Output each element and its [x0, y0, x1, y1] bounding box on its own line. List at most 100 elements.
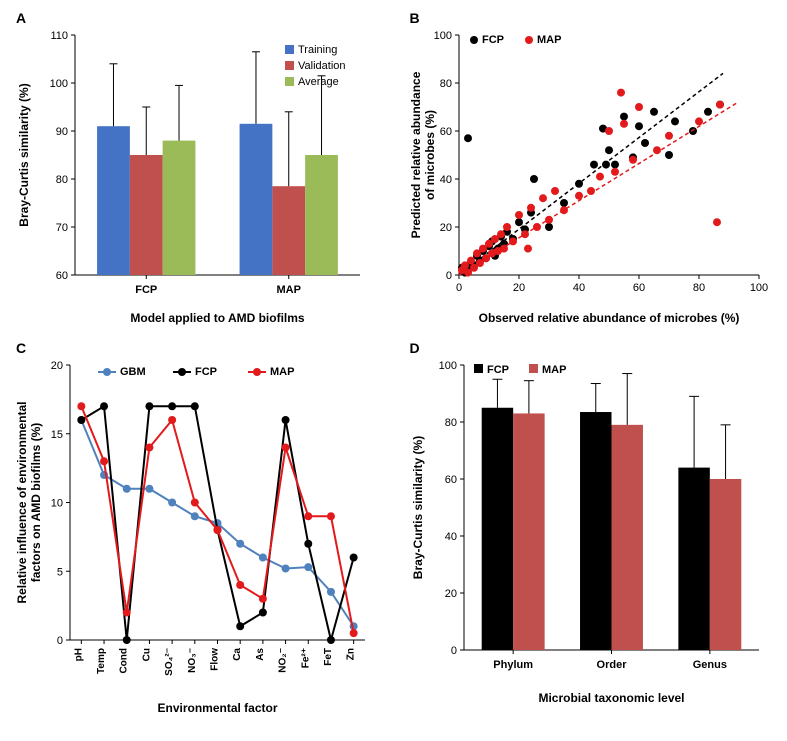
line-marker — [282, 416, 290, 424]
scatter-point — [611, 168, 619, 176]
chart-a: 60708090100110FCPMAPTrainingValidationAv… — [10, 10, 380, 330]
panel-d-label: D — [410, 340, 420, 356]
svg-text:40: 40 — [444, 531, 456, 543]
scatter-point — [635, 122, 643, 130]
scatter-point — [545, 223, 553, 231]
scatter-point — [575, 192, 583, 200]
scatter-point — [605, 146, 613, 154]
chart-b: 020406080100020406080100FCPMAPObserved r… — [404, 10, 774, 330]
svg-text:Genus: Genus — [692, 659, 726, 671]
svg-text:As: As — [255, 648, 266, 661]
scatter-point — [620, 113, 628, 121]
scatter-point — [467, 257, 475, 265]
line-marker — [191, 512, 199, 520]
scatter-point — [641, 139, 649, 147]
scatter-point — [524, 245, 532, 253]
line-marker — [259, 554, 267, 562]
line-marker — [168, 499, 176, 507]
line-marker — [77, 402, 85, 410]
line-marker — [327, 588, 335, 596]
line-marker — [350, 629, 358, 637]
line-marker — [168, 402, 176, 410]
bar — [580, 412, 611, 650]
scatter-point — [629, 156, 637, 164]
bar — [97, 126, 130, 275]
panel-c: C 05101520pHTempCondCuSO₄²⁻NO₃⁻FlowCaAsN… — [10, 340, 384, 720]
scatter-point — [704, 108, 712, 116]
svg-text:0: 0 — [57, 635, 63, 647]
scatter-point — [497, 230, 505, 238]
line-marker — [304, 563, 312, 571]
bar — [513, 413, 544, 650]
svg-text:20: 20 — [51, 360, 63, 372]
scatter-point — [713, 218, 721, 226]
scatter-point — [503, 223, 511, 231]
bar — [611, 425, 642, 650]
svg-text:Ca: Ca — [232, 648, 243, 661]
svg-text:70: 70 — [56, 222, 68, 234]
svg-text:Cu: Cu — [141, 648, 152, 661]
svg-text:90: 90 — [56, 126, 68, 138]
svg-text:Predicted relative abundance: Predicted relative abundance — [409, 71, 423, 238]
bar — [272, 186, 305, 275]
scatter-point — [515, 211, 523, 219]
scatter-point — [716, 101, 724, 109]
svg-text:60: 60 — [56, 270, 68, 282]
line-marker — [236, 581, 244, 589]
scatter-point — [464, 134, 472, 142]
svg-text:Flow: Flow — [210, 648, 221, 671]
line-marker — [236, 540, 244, 548]
svg-text:FCP: FCP — [135, 284, 157, 296]
svg-text:Cond: Cond — [119, 648, 130, 674]
svg-text:factors on AMD biofilms (%): factors on AMD biofilms (%) — [29, 423, 43, 583]
svg-text:NO₂⁻: NO₂⁻ — [278, 648, 289, 673]
svg-text:Bray-Curtis similarity (%): Bray-Curtis similarity (%) — [411, 436, 425, 579]
svg-text:FCP: FCP — [482, 34, 504, 46]
scatter-point — [560, 199, 568, 207]
scatter-point — [671, 117, 679, 125]
svg-text:MAP: MAP — [277, 284, 301, 296]
line-marker — [259, 609, 267, 617]
svg-text:40: 40 — [439, 174, 451, 186]
svg-text:Temp: Temp — [96, 648, 107, 674]
scatter-point — [620, 120, 628, 128]
line-marker — [145, 444, 153, 452]
line-marker — [282, 565, 290, 573]
scatter-point — [695, 117, 703, 125]
svg-text:20: 20 — [444, 588, 456, 600]
line-marker — [77, 416, 85, 424]
svg-text:Model applied to AMD biofilms: Model applied to AMD biofilms — [130, 311, 305, 325]
svg-text:Microbial taxonomic level: Microbial taxonomic level — [538, 691, 684, 705]
line-marker — [123, 609, 131, 617]
svg-text:100: 100 — [438, 360, 456, 372]
scatter-point — [605, 127, 613, 135]
scatter-point — [650, 108, 658, 116]
svg-text:Fe²⁺: Fe²⁺ — [300, 648, 311, 668]
svg-text:MAP: MAP — [537, 34, 561, 46]
line-marker — [304, 540, 312, 548]
scatter-point — [635, 103, 643, 111]
line-marker — [282, 444, 290, 452]
svg-text:Environmental factor: Environmental factor — [157, 701, 277, 715]
svg-text:Training: Training — [298, 44, 337, 56]
panel-d: D 020406080100PhylumOrderGenusFCPMAPMicr… — [404, 340, 778, 720]
scatter-point — [539, 194, 547, 202]
line-marker — [123, 485, 131, 493]
svg-text:100: 100 — [749, 282, 767, 294]
bar — [130, 155, 163, 275]
svg-text:Order: Order — [596, 659, 627, 671]
line-marker — [214, 526, 222, 534]
panel-b-label: B — [410, 10, 420, 26]
bar — [305, 155, 338, 275]
scatter-point — [665, 151, 673, 159]
line-marker — [145, 485, 153, 493]
line-marker — [168, 416, 176, 424]
svg-text:60: 60 — [439, 126, 451, 138]
line-marker — [100, 402, 108, 410]
svg-text:60: 60 — [632, 282, 644, 294]
line-marker — [350, 554, 358, 562]
scatter-point — [527, 204, 535, 212]
line-marker — [191, 402, 199, 410]
svg-text:60: 60 — [444, 474, 456, 486]
svg-text:FeT: FeT — [323, 648, 334, 666]
